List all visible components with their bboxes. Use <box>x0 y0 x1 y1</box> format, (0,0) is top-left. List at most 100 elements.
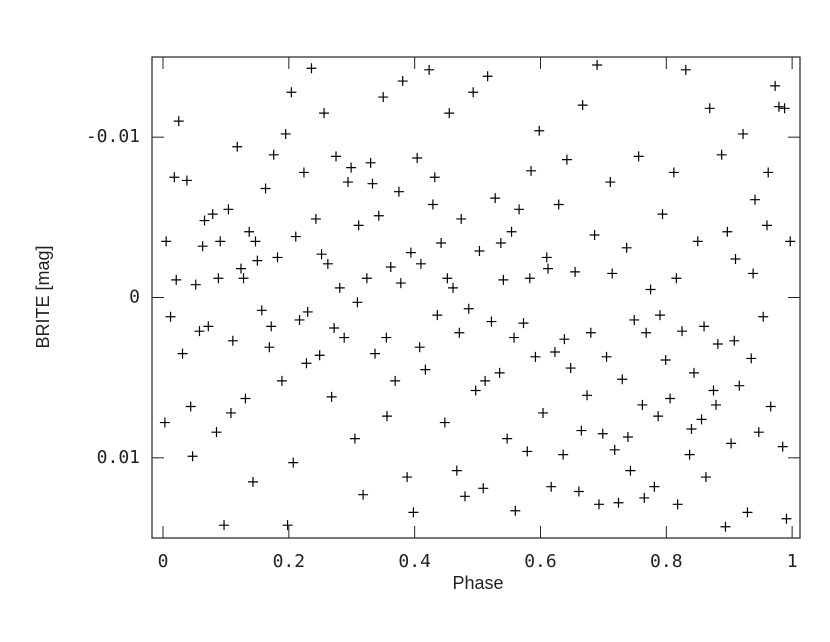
data-point <box>494 367 505 378</box>
data-point <box>729 335 740 346</box>
data-point <box>444 108 455 119</box>
data-point <box>280 128 291 139</box>
data-point <box>432 310 443 321</box>
data-point <box>633 151 644 162</box>
data-point <box>244 226 255 237</box>
data-point <box>326 391 337 402</box>
data-point <box>589 229 600 240</box>
data-point <box>395 278 406 289</box>
data-point <box>474 246 485 257</box>
data-point <box>346 162 357 173</box>
data-point <box>657 209 668 220</box>
data-point <box>522 446 533 457</box>
data-point <box>748 268 759 279</box>
data-point <box>266 321 277 332</box>
data-point <box>227 335 238 346</box>
y-axis-label: BRITE [mag] <box>33 245 53 348</box>
data-point <box>518 318 529 329</box>
data-point <box>402 472 413 483</box>
data-point <box>726 438 737 449</box>
y-tick-label: 0.01 <box>97 447 140 468</box>
data-point <box>197 241 208 252</box>
data-point <box>641 327 652 338</box>
data-point <box>478 483 489 494</box>
data-point <box>408 507 419 518</box>
data-point <box>668 167 679 178</box>
data-point <box>169 172 180 183</box>
data-point <box>290 231 301 242</box>
data-point <box>424 64 435 75</box>
data-point <box>268 149 279 160</box>
data-point <box>746 353 757 364</box>
data-point <box>272 252 283 263</box>
data-point <box>173 116 184 127</box>
data-point <box>526 165 537 176</box>
data-point <box>734 380 745 391</box>
data-point <box>607 268 618 279</box>
data-point <box>712 338 723 349</box>
data-point <box>781 513 792 524</box>
data-point <box>621 242 632 253</box>
data-point <box>223 204 234 215</box>
x-axis-label: Phase <box>452 573 503 593</box>
data-point <box>565 363 576 374</box>
data-point <box>730 254 741 265</box>
y-tick-label: 0 <box>129 287 140 308</box>
data-point <box>459 491 470 502</box>
data-point <box>597 428 608 439</box>
data-point <box>704 103 715 114</box>
data-point <box>486 316 497 327</box>
x-tick-label: 0.4 <box>398 551 431 572</box>
data-point <box>502 433 513 444</box>
data-point <box>549 347 560 358</box>
y-tick-label: -0.01 <box>86 126 140 147</box>
data-point <box>577 100 588 111</box>
data-point <box>680 64 691 75</box>
data-point <box>215 236 226 247</box>
data-point <box>213 273 224 284</box>
data-point <box>684 449 695 460</box>
data-point <box>773 101 784 112</box>
data-point <box>319 108 330 119</box>
data-point <box>448 282 459 293</box>
data-point <box>405 247 416 258</box>
data-point <box>514 204 525 215</box>
data-point <box>306 63 317 74</box>
data-point <box>543 263 554 274</box>
data-point <box>238 273 249 284</box>
data-point <box>686 423 697 434</box>
data-point <box>378 92 389 103</box>
data-point <box>649 481 660 492</box>
data-point <box>439 417 450 428</box>
data-point <box>316 249 327 260</box>
data-point <box>349 433 360 444</box>
data-point <box>785 236 796 247</box>
data-point <box>260 183 271 194</box>
data-point <box>240 393 251 404</box>
data-point <box>451 465 462 476</box>
data-point <box>420 364 431 375</box>
data-point <box>397 76 408 87</box>
data-point <box>264 342 275 353</box>
data-point <box>301 358 312 369</box>
data-point <box>159 417 170 428</box>
data-point <box>601 351 612 362</box>
data-point <box>367 178 378 189</box>
data-point <box>232 141 243 152</box>
data-point <box>770 80 781 91</box>
data-point <box>190 279 201 290</box>
data-point <box>524 273 535 284</box>
data-point <box>365 157 376 168</box>
data-point <box>530 351 541 362</box>
data-point <box>286 87 297 98</box>
data-point <box>665 393 676 404</box>
data-point <box>708 385 719 396</box>
data-point <box>688 367 699 378</box>
data-point <box>645 284 656 295</box>
data-point <box>454 327 465 338</box>
data-point <box>559 334 570 345</box>
data-point <box>161 236 172 247</box>
data-point <box>561 154 572 165</box>
data-point <box>256 305 267 316</box>
data-point <box>429 172 440 183</box>
